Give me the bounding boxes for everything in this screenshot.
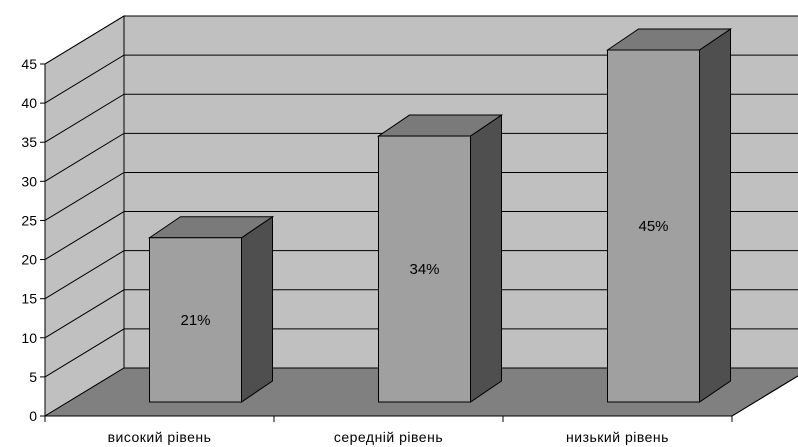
data-label: 21% xyxy=(180,312,210,329)
gridline xyxy=(44,132,798,182)
bar-side xyxy=(241,215,273,403)
x-category-label: середній рівень xyxy=(334,429,443,445)
x-category-label: низький рівень xyxy=(566,429,669,445)
axes xyxy=(44,64,798,422)
y-tick-label: 30 xyxy=(21,173,37,189)
y-tick-label: 40 xyxy=(21,95,37,111)
y-tick-label: 10 xyxy=(21,330,37,346)
y-tick-label: 5 xyxy=(29,369,37,385)
y-tick-label: 20 xyxy=(21,252,37,268)
gridline xyxy=(44,93,798,143)
bar-3: 45% xyxy=(605,28,733,403)
gridline xyxy=(44,211,798,260)
x-axis-labels: високий рівень середній рівень низький рів… xyxy=(108,429,669,445)
bar-2: 34% xyxy=(376,114,504,403)
bar-1: 21% xyxy=(147,215,275,403)
bar-front xyxy=(378,135,471,403)
gridline xyxy=(44,289,798,339)
bar-front xyxy=(149,237,242,403)
data-label: 45% xyxy=(638,218,668,235)
gridline xyxy=(44,54,798,104)
bars: 21% 34% 45% xyxy=(147,28,733,403)
data-label: 34% xyxy=(409,261,439,278)
y-tick-label: 15 xyxy=(21,291,37,307)
y-tick-label: 25 xyxy=(21,212,37,228)
bar-side xyxy=(470,114,502,403)
gridline xyxy=(44,328,798,378)
x-category-label: високий рівень xyxy=(108,429,212,445)
bar-side xyxy=(699,28,731,403)
gridline xyxy=(44,250,798,300)
y-axis-ticks: 0 5 10 15 20 25 30 35 40 45 xyxy=(21,56,45,424)
gridline xyxy=(44,171,798,221)
side-wall xyxy=(44,15,125,417)
gridlines xyxy=(44,15,798,378)
y-tick-label: 0 xyxy=(29,408,37,424)
bar-front xyxy=(607,49,700,403)
gridline xyxy=(44,15,798,65)
y-tick-label: 45 xyxy=(21,56,37,72)
y-tick-label: 35 xyxy=(21,134,37,150)
